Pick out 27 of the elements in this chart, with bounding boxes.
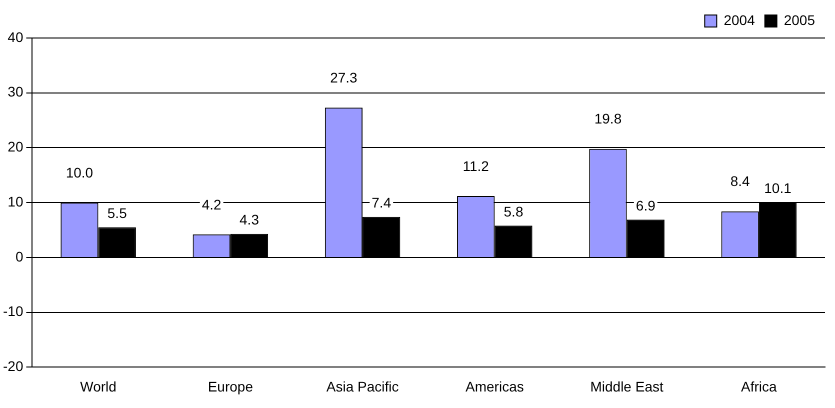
y-tick-label: 30 — [8, 84, 24, 100]
x-tick-label: Middle East — [590, 378, 664, 394]
legend-label: 2004 — [724, 12, 756, 28]
data-label: 5.5 — [107, 205, 128, 222]
y-tick-label: 40 — [8, 28, 24, 45]
legend-label: 2005 — [784, 12, 816, 28]
data-label: 6.9 — [636, 197, 656, 214]
x-tick-label: Africa — [741, 378, 778, 394]
data-label: 27.3 — [330, 70, 358, 86]
data-label: 8.4 — [730, 173, 750, 190]
y-tick-label: -20 — [3, 358, 24, 374]
y-tick-label: -10 — [3, 303, 24, 320]
data-label: 10.0 — [66, 164, 94, 180]
y-tick-label: 20 — [8, 138, 24, 155]
data-label: 4.2 — [202, 196, 222, 212]
data-label: 11.2 — [462, 158, 490, 174]
data-label: 4.3 — [240, 212, 260, 228]
y-tick-label: 0 — [15, 248, 24, 264]
data-label: 10.1 — [764, 180, 792, 196]
x-tick-label: Americas — [466, 378, 524, 394]
x-tick-label: World — [80, 378, 116, 394]
data-label: 5.8 — [504, 204, 524, 220]
y-tick-label: 10 — [8, 193, 24, 210]
data-label: 7.4 — [372, 194, 392, 211]
data-label: 19.8 — [594, 110, 622, 127]
x-tick-label: Europe — [208, 378, 254, 394]
x-tick-label: Asia Pacific — [326, 378, 399, 394]
